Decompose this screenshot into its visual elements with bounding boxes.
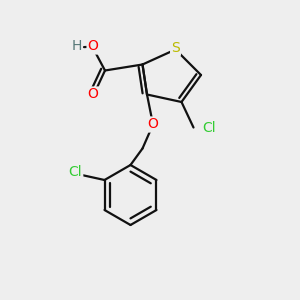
Text: O: O — [88, 88, 98, 101]
Text: O: O — [88, 40, 98, 53]
Text: S: S — [171, 41, 180, 55]
Text: Cl: Cl — [202, 121, 216, 134]
Text: O: O — [148, 118, 158, 131]
Text: Cl: Cl — [69, 165, 82, 179]
Text: H: H — [71, 40, 82, 53]
